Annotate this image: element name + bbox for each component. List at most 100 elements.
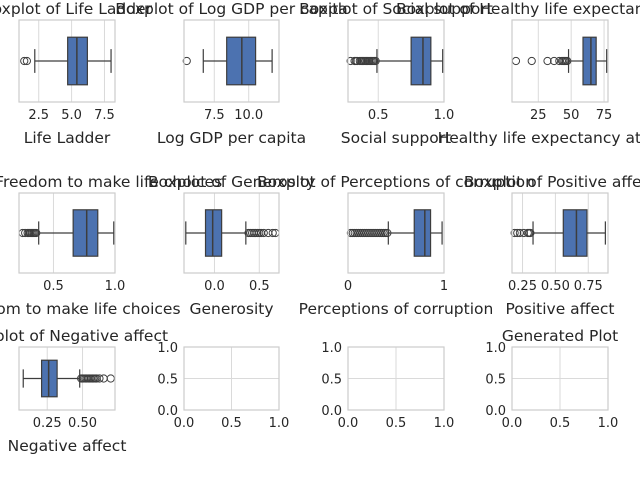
- flier-point: [563, 56, 572, 66]
- flier-point: [353, 56, 362, 66]
- x-tick-label: 0.5: [550, 416, 571, 431]
- x-tick-label: 0.5: [221, 416, 242, 431]
- subplot-6: 0.0 0.5 Boxplot of Generosity Generosity: [148, 173, 315, 318]
- x-tick-label: 0.5: [386, 416, 407, 431]
- flier-point: [182, 56, 191, 66]
- subplot-title: Boxplot of Generosity: [148, 173, 315, 191]
- x-tick-label: 1.0: [434, 416, 455, 431]
- flier-point: [268, 228, 277, 238]
- y-tick-label: 0.5: [485, 373, 506, 388]
- x-tick-label: 0.50: [541, 279, 570, 294]
- x-tick-label: 50: [563, 108, 580, 123]
- axes-frame: [183, 19, 280, 103]
- x-axis-label: Positive affect: [506, 300, 615, 318]
- x-tick-label: 0.0: [502, 416, 523, 431]
- x-axis-label: Generosity: [189, 300, 273, 318]
- x-tick-label: 1.0: [598, 416, 619, 431]
- y-tick-label: 1.0: [485, 341, 506, 356]
- flier-point: [106, 374, 115, 383]
- x-tick-label: 0.0: [174, 416, 195, 431]
- x-tick-label: 7.5: [94, 108, 115, 123]
- axes-frame: [347, 19, 445, 103]
- x-tick-label: 0.5: [43, 279, 64, 294]
- subplot-1: 2.5 5.0 7.5 Boxplot of Life Ladder Life Ladd…: [0, 0, 153, 147]
- subplot-title: Boxplot of Positive affect: [464, 173, 640, 191]
- box: [413, 209, 432, 257]
- x-tick-label: 7.5: [204, 108, 225, 123]
- axes-frame: [511, 19, 609, 103]
- axes-frame: [18, 19, 116, 103]
- axes-frame: [511, 192, 609, 274]
- subplot-title: Boxplot of Perceptions of corruption: [257, 173, 535, 191]
- y-tick-label: 0.0: [485, 404, 506, 419]
- subplot-8: 0.25 0.50 0.75 Boxplot of Positive affect Po…: [464, 173, 640, 318]
- subplot-11: 0.0 0.5 1.0 0.0 0.5 1.0: [321, 341, 454, 431]
- flier-point: [95, 374, 104, 383]
- x-axis-label: Negative affect: [8, 437, 127, 455]
- axes-frame: [18, 192, 116, 274]
- x-tick-label: 0.0: [204, 279, 225, 294]
- subplot-2: 7.5 10.0 Boxplot of Log GDP per capita Log …: [115, 0, 348, 147]
- subplot-7: 0 1 Boxplot of Perceptions of corruption Pe…: [257, 173, 535, 318]
- flier-point: [543, 56, 552, 66]
- subplot-4: 25 50 75 Boxplot of Healthy life expectancy…: [396, 0, 640, 147]
- flier-point: [20, 56, 29, 66]
- x-axis-label: Log GDP per capita: [157, 129, 306, 147]
- axes-frame: [183, 346, 280, 411]
- x-tick-label: 0.0: [338, 416, 359, 431]
- subplot-title: Boxplot of Negative affect: [0, 327, 168, 345]
- axes-frame: [347, 346, 445, 411]
- axes-frame: [183, 192, 280, 274]
- x-tick-label: 0.5: [368, 108, 389, 123]
- subplot-title: Boxplot of Freedom to make life choices: [0, 173, 222, 191]
- x-tick-label: 25: [530, 108, 547, 123]
- box: [582, 36, 597, 86]
- x-tick-label: 0: [344, 279, 352, 294]
- y-tick-label: 0.0: [321, 404, 342, 419]
- x-tick-label: 1: [440, 279, 448, 294]
- flier-point: [527, 56, 536, 66]
- subplot-title: Boxplot of Log GDP per capita: [115, 0, 348, 18]
- subplot-title: Boxplot of Healthy life expectancy at bi…: [396, 0, 640, 18]
- flier-point: [549, 56, 559, 66]
- x-tick-label: 75: [596, 108, 613, 123]
- subplot-title: Boxplot of Life Ladder: [0, 0, 153, 18]
- flier-point: [511, 56, 521, 66]
- subplot-title: Generated Plot: [502, 327, 618, 345]
- flier-point: [510, 228, 519, 238]
- box: [562, 209, 588, 257]
- x-tick-label: 0.25: [508, 279, 537, 294]
- x-tick-label: 10.0: [234, 108, 263, 123]
- box: [204, 209, 223, 257]
- x-tick-label: 5.0: [61, 108, 82, 123]
- subplot-title: Boxplot of Social support: [299, 0, 493, 18]
- flier-point: [519, 228, 528, 238]
- flier-point: [346, 56, 355, 66]
- box: [410, 36, 432, 86]
- subplot-3: 0.5 1.0 Boxplot of Social support Social su…: [299, 0, 493, 147]
- flier-point: [383, 228, 392, 238]
- flier-point: [32, 228, 41, 238]
- y-tick-label: 1.0: [157, 341, 178, 356]
- x-axis-label: Life Ladder: [24, 129, 111, 147]
- x-axis-label: Social support: [341, 129, 451, 147]
- axes-frame: [347, 192, 445, 274]
- x-axis-label: Perceptions of corruption: [299, 300, 494, 318]
- flier-point: [259, 228, 268, 238]
- x-tick-label: 1.0: [105, 279, 126, 294]
- subplot-5: 0.5 1.0 Boxplot of Freedom to make life ch…: [0, 173, 222, 318]
- x-axis-label: Freedom to make life choices: [0, 300, 181, 318]
- x-tick-label: 0.25: [33, 416, 62, 431]
- flier-point: [99, 374, 108, 383]
- y-tick-label: 0.5: [321, 373, 342, 388]
- flier-point: [526, 228, 535, 238]
- x-tick-label: 1.0: [269, 416, 290, 431]
- flier-point: [555, 56, 564, 66]
- axes-frame: [18, 346, 116, 411]
- axes-frame: [511, 346, 609, 411]
- subplot-10: 0.0 0.5 1.0 0.0 0.5 1.0: [157, 341, 289, 431]
- x-tick-label: 1.0: [434, 108, 455, 123]
- x-tick-label: 0.5: [249, 279, 270, 294]
